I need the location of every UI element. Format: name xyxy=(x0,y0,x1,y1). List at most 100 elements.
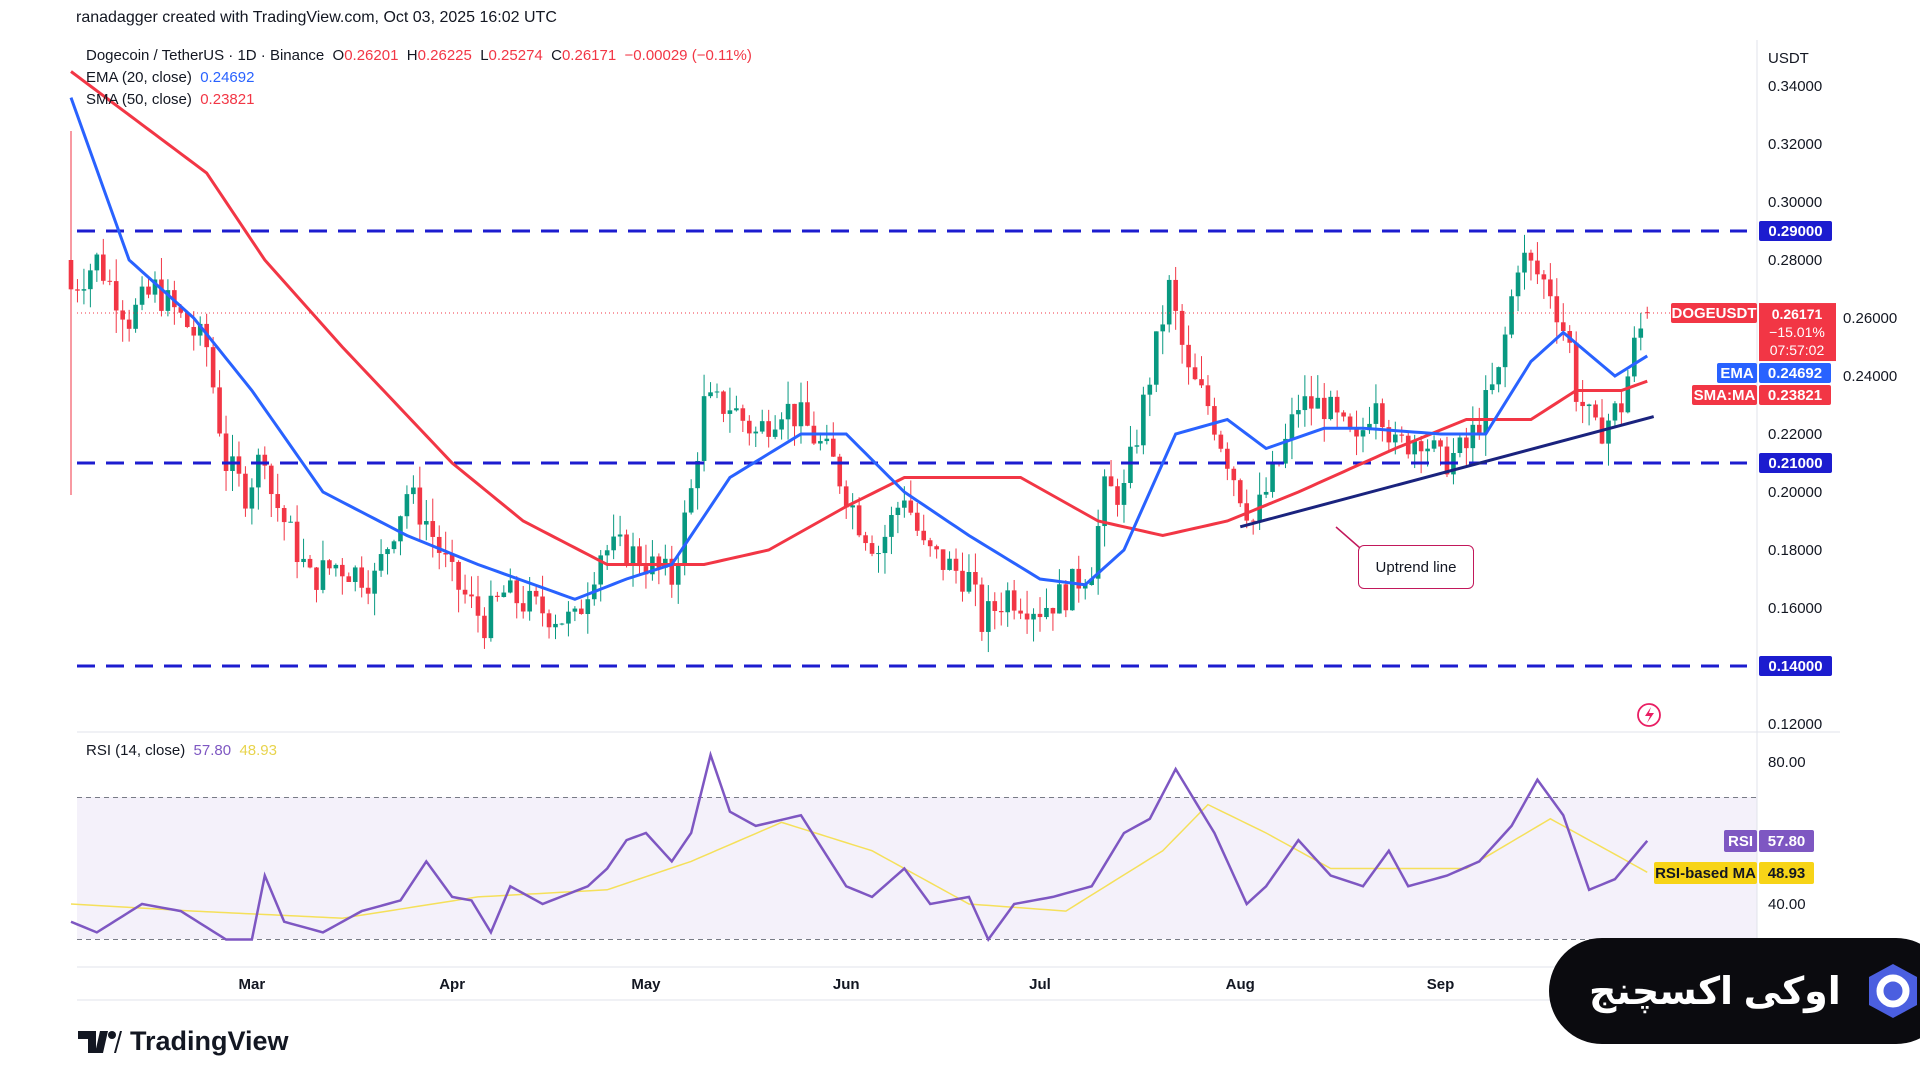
candle-body xyxy=(1483,390,1489,434)
rsi-legend[interactable]: RSI (14, close) 57.80 48.93 xyxy=(86,742,277,759)
candle-body xyxy=(507,580,513,593)
close-value: 0.26171 xyxy=(561,47,617,64)
rsi-tick-label: 40.00 xyxy=(1768,896,1806,913)
symbol-row[interactable]: Dogecoin / TetherUS · 1D · Binance O0.26… xyxy=(86,45,752,67)
candle-body xyxy=(1296,410,1301,415)
candle-body xyxy=(1089,578,1094,586)
candles xyxy=(68,130,1650,653)
level-badge: 0.29000 xyxy=(1768,223,1822,240)
sma50-line xyxy=(70,70,1648,566)
level-badge: 0.14000 xyxy=(1768,658,1822,675)
candle-body xyxy=(352,567,358,582)
candle-body xyxy=(908,500,914,513)
candle-body xyxy=(934,546,939,550)
candle-body xyxy=(391,541,397,550)
candle-body xyxy=(1509,296,1514,335)
candle-body xyxy=(675,563,681,585)
candle-body xyxy=(449,554,455,562)
candle-body xyxy=(333,564,339,569)
candle-body xyxy=(488,595,494,639)
candle-body xyxy=(682,512,687,564)
candle-body xyxy=(688,488,694,513)
sma-value: 0.23821 xyxy=(200,91,255,108)
candle-body xyxy=(133,304,138,329)
candle-body xyxy=(553,623,558,628)
candle-body xyxy=(1102,476,1107,527)
candle-body xyxy=(889,515,894,537)
high-value: 0.26225 xyxy=(417,47,472,64)
candle-body xyxy=(830,438,836,457)
candle-body xyxy=(617,534,623,537)
candle-body xyxy=(1082,585,1088,589)
rsi-ma-value-badge: 48.93 xyxy=(1768,865,1806,882)
open-value: 0.26201 xyxy=(344,47,399,64)
time-tick-label: Jul xyxy=(1029,976,1051,993)
low-value: 0.25274 xyxy=(488,47,543,64)
candle-body xyxy=(262,454,268,466)
candle-body xyxy=(559,623,565,625)
candle-body xyxy=(637,546,642,567)
candle-body xyxy=(572,608,578,612)
candle-body xyxy=(1166,279,1172,325)
candle-body xyxy=(1515,272,1521,297)
candle-body xyxy=(1128,446,1133,484)
candle-body xyxy=(818,441,823,444)
candle-body xyxy=(184,312,190,327)
candle-body xyxy=(152,279,158,295)
candle-body xyxy=(876,553,881,555)
candle-body xyxy=(714,391,720,393)
tradingview-logo-icon xyxy=(78,1030,122,1053)
candle-body xyxy=(1464,437,1469,449)
candle-body xyxy=(1412,441,1417,455)
candle-body xyxy=(210,347,216,388)
ema-legend[interactable]: EMA (20, close) 0.24692 xyxy=(86,67,752,89)
candle-body xyxy=(1108,476,1114,487)
candle-body xyxy=(863,535,868,544)
candle-body xyxy=(1063,584,1069,611)
rsi-ma-badge-bg xyxy=(1654,862,1757,884)
price-badge: 0.26171 xyxy=(1772,306,1823,322)
countdown-badge: 07:57:02 xyxy=(1770,342,1825,358)
candle-body xyxy=(107,280,113,282)
candle-body xyxy=(966,572,972,592)
candle-body xyxy=(372,570,377,594)
candle-body xyxy=(1302,396,1308,411)
uptrend-line xyxy=(1239,415,1655,529)
sma-legend[interactable]: SMA (50, close) 0.23821 xyxy=(86,89,752,111)
ema20-line xyxy=(69,97,1649,601)
ema-value-badge: 0.24692 xyxy=(1768,365,1822,382)
candle-body xyxy=(94,254,100,271)
price-tick-label: 0.22000 xyxy=(1768,426,1822,443)
candle-body xyxy=(1496,367,1501,385)
candle-body xyxy=(643,566,649,575)
candle-body xyxy=(359,567,364,588)
uptrend-annotation[interactable]: Uptrend line xyxy=(1358,545,1474,589)
candle-body xyxy=(869,543,875,554)
candle-body xyxy=(120,310,125,320)
candle-body xyxy=(947,558,952,570)
candle-body xyxy=(256,454,261,488)
watermark-text: اوکی اکسچنج xyxy=(1589,970,1841,1013)
rsi-ma-badge: RSI-based MA xyxy=(1655,865,1756,882)
candle-body xyxy=(436,536,442,553)
candle-body xyxy=(1425,448,1430,452)
candle-body xyxy=(695,460,700,489)
candle-body xyxy=(1632,337,1637,377)
tradingview-logo[interactable]: TradingView xyxy=(78,1026,289,1057)
candle-body xyxy=(288,521,293,523)
price-tick-label: 0.16000 xyxy=(1768,600,1822,617)
candle-body xyxy=(882,536,888,554)
candle-body xyxy=(856,505,862,536)
candle-body xyxy=(1309,396,1314,409)
watermark-okex: اوکی اکسچنج xyxy=(1549,938,1920,1044)
candle-body xyxy=(501,592,507,598)
ema-label: EMA (20, close) xyxy=(86,69,192,86)
candle-body xyxy=(1024,613,1030,620)
candle-body xyxy=(721,391,726,414)
low-label: L xyxy=(480,47,489,64)
candle-body xyxy=(895,507,901,516)
candle-body xyxy=(1438,440,1443,447)
time-tick-label: Mar xyxy=(239,976,266,993)
candle-body xyxy=(1476,424,1482,434)
